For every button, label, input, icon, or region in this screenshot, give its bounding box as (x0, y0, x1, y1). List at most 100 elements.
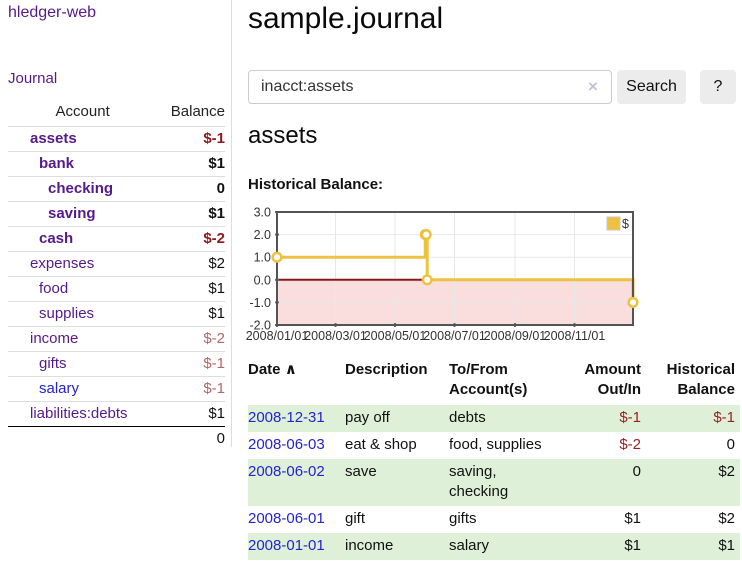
register-cell-accounts: salary (449, 533, 554, 560)
transaction-date-link[interactable]: 2008-12-31 (248, 409, 325, 426)
account-link-income[interactable]: income (30, 330, 79, 347)
register-header-balance: Historical Balance (666, 361, 735, 398)
search-input[interactable] (248, 70, 612, 104)
transaction-date-link[interactable]: 2008-06-03 (248, 436, 325, 453)
account-row: salary $-1 (8, 376, 225, 402)
account-balance: $-1 (157, 376, 225, 402)
sort-by-date-link[interactable]: Date ∧ (248, 361, 297, 378)
svg-text:-2.0: -2.0 (249, 319, 271, 333)
account-row: supplies $1 (8, 301, 225, 327)
register-cell-amount: $-1 (554, 405, 641, 432)
svg-text:2008/01/01: 2008/01/01 (246, 329, 308, 343)
account-row: liabilities:debts $1 (8, 401, 225, 427)
account-row: income $-2 (8, 326, 225, 352)
account-balance: $1 (157, 401, 225, 427)
search-button[interactable]: Search (617, 70, 686, 104)
register-cell-description: eat & shop (345, 436, 417, 453)
register-cell-accounts: food, supplies (449, 436, 542, 453)
legend-swatch (606, 216, 621, 231)
register-cell-accounts: gifts (449, 510, 477, 527)
accounts-header-balance: Balance (170, 103, 225, 120)
account-link-saving[interactable]: saving (48, 205, 96, 222)
register-row: 2008-06-02 save saving, checking 0 $2 (248, 459, 740, 506)
help-button[interactable]: ? (700, 70, 736, 104)
account-balance: $-1 (157, 126, 225, 152)
account-balance: 0 (157, 176, 225, 202)
account-balance: $-2 (157, 326, 225, 352)
accounts-header-row: Account Balance (8, 100, 225, 127)
chart-title: Historical Balance: (248, 176, 384, 193)
register-row: 2008-06-01 gift gifts $1 $2 (248, 506, 740, 533)
app-title-link[interactable]: hledger-web (8, 4, 97, 21)
transaction-date-link[interactable]: 2008-06-01 (248, 510, 325, 527)
account-row: cash $-2 (8, 226, 225, 252)
account-row: expenses $2 (8, 251, 225, 277)
account-link-salary[interactable]: salary (39, 380, 80, 397)
register-cell-balance: $2 (641, 459, 740, 506)
account-link-liabilities-debts[interactable]: liabilities:debts (30, 405, 128, 422)
main-content: sample.journal × Search ? assets Histori… (246, 0, 742, 582)
accounts-header-account: Account (55, 103, 110, 120)
svg-text:2008/09/01: 2008/09/01 (484, 329, 547, 343)
register-cell-balance: 0 (726, 436, 735, 453)
account-balance: $-1 (157, 351, 225, 377)
account-link-supplies[interactable]: supplies (39, 305, 95, 322)
account-row: assets $-1 (8, 126, 225, 152)
register-cell-amount: 0 (554, 459, 641, 506)
register-cell-date: 2008-06-03 (248, 432, 345, 459)
register-table: Date ∧ Description To/From Account(s) Am… (248, 360, 740, 560)
register-cell-accounts: debts (449, 405, 554, 432)
accounts-body: assets $-1 bank $1 checking 0 saving $1 cash $-2 e… (8, 126, 225, 451)
transaction-date-link[interactable]: 2008-06-02 (248, 463, 325, 480)
register-row: 2008-06-03 eat & shop food, supplies $-2 0 (248, 432, 740, 459)
register-header-description: Description (345, 361, 428, 378)
accounts-total: 0 (157, 426, 225, 451)
register-cell-amount: $1 (624, 510, 641, 527)
register-cell-date: 2008-06-01 (248, 506, 345, 533)
svg-text:1.0: 1.0 (254, 251, 271, 265)
account-balance: $1 (157, 276, 225, 302)
historical-balance-chart[interactable]: $3.0 2.0 1.0 0.0 -1.0 -2.0 2008/01/01 2008/03/0… (246, 205, 742, 347)
account-link-gifts[interactable]: gifts (39, 355, 67, 372)
account-link-expenses[interactable]: expenses (30, 255, 95, 272)
chart-canvas: $3.0 2.0 1.0 0.0 -1.0 -2.02008/01/012008/03/0… (246, 206, 639, 343)
account-row: saving $1 (8, 201, 225, 227)
register-cell-description: save (345, 459, 449, 506)
register-body: 2008-12-31 pay off debts $-1 $-1 2008-06-03 ea… (248, 405, 740, 560)
nav-journal-link[interactable]: Journal (8, 70, 58, 87)
register-cell-description: pay off (345, 405, 449, 432)
accounts-total-row: 0 (8, 426, 225, 451)
register-cell-accounts: saving, checking (449, 459, 554, 506)
register-header-accounts: To/From Account(s) (449, 361, 528, 398)
account-link-assets[interactable]: assets (30, 130, 77, 147)
svg-text:2008/03/01: 2008/03/01 (304, 329, 367, 343)
account-row: gifts $-1 (8, 351, 225, 377)
clear-search-icon[interactable]: × (588, 77, 598, 96)
register-cell-amount: $-2 (619, 436, 641, 453)
account-link-food[interactable]: food (39, 280, 69, 297)
sort-asc-icon: ∧ (284, 361, 297, 378)
register-header-date: Date ∧ (248, 360, 345, 405)
account-row: food $1 (8, 276, 225, 302)
register-row: 2008-12-31 pay off debts $-1 $-1 (248, 405, 740, 432)
account-balance: $1 (157, 201, 225, 227)
page-title: sample.journal (248, 2, 444, 35)
register-cell-date: 2008-06-02 (248, 459, 345, 506)
svg-text:0.0: 0.0 (254, 273, 271, 287)
account-link-checking[interactable]: checking (48, 180, 114, 197)
account-balance: $1 (157, 151, 225, 177)
account-link-cash[interactable]: cash (39, 230, 74, 247)
svg-text:-1.0: -1.0 (249, 296, 271, 310)
svg-text:3.0: 3.0 (254, 206, 271, 220)
svg-text:2008/05/01: 2008/05/01 (364, 329, 427, 343)
register-cell-date: 2008-01-01 (248, 533, 345, 560)
register-header-amount: Amount Out/In (584, 361, 641, 398)
account-link-bank[interactable]: bank (39, 155, 75, 172)
register-cell-date: 2008-12-31 (248, 405, 345, 432)
register-cell-description: income (345, 533, 449, 560)
account-balance: $-2 (157, 226, 225, 252)
register-header-row: Date ∧ Description To/From Account(s) Am… (248, 360, 740, 405)
svg-text:2008/07/01: 2008/07/01 (423, 329, 486, 343)
transaction-date-link[interactable]: 2008-01-01 (248, 537, 325, 554)
account-row: checking 0 (8, 176, 225, 202)
